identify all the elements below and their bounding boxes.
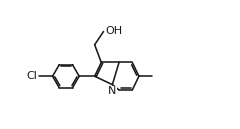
Text: OH: OH: [105, 26, 122, 37]
Text: N: N: [108, 86, 117, 96]
Text: Cl: Cl: [27, 71, 37, 81]
